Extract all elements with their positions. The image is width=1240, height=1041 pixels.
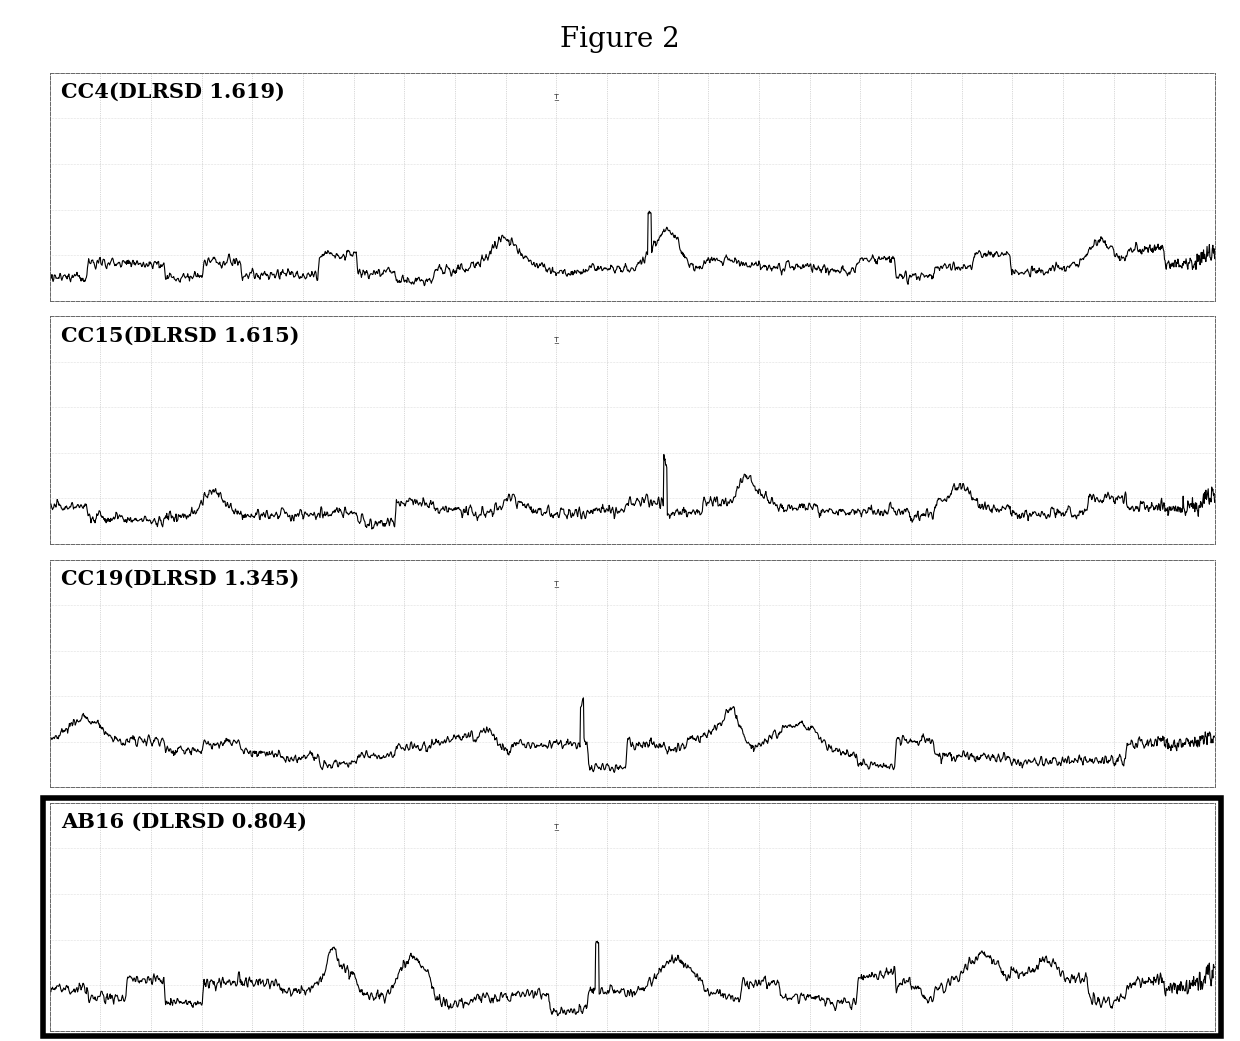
Text: Figure 2: Figure 2 [560, 26, 680, 53]
Text: т̲: т̲ [554, 92, 559, 100]
Text: т̲: т̲ [554, 578, 559, 587]
Text: CC15(DLRSD 1.615): CC15(DLRSD 1.615) [61, 326, 300, 346]
Text: CC19(DLRSD 1.345): CC19(DLRSD 1.345) [61, 568, 300, 588]
Text: т̲: т̲ [554, 334, 559, 344]
Text: т̲: т̲ [554, 821, 559, 830]
Text: CC4(DLRSD 1.619): CC4(DLRSD 1.619) [61, 82, 285, 102]
Text: AB16 (DLRSD 0.804): AB16 (DLRSD 0.804) [61, 812, 308, 832]
